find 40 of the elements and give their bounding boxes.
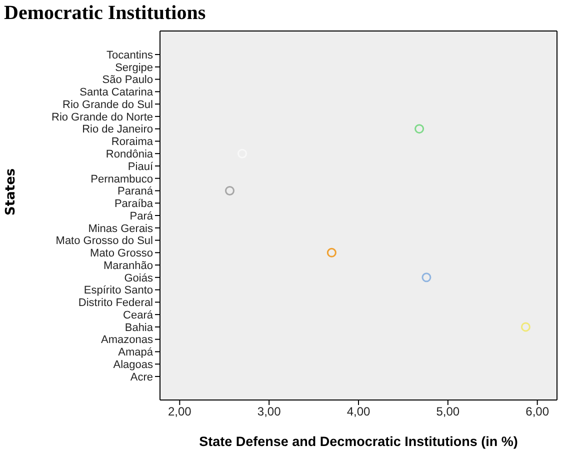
y-tick-label: Tocantins <box>106 49 154 62</box>
y-tick-label: Roraima <box>111 136 154 148</box>
y-tick-label: Paraíba <box>114 198 154 210</box>
y-tick-label: Minas Gerais <box>88 222 154 235</box>
y-tick-label: Distrito Federal <box>78 297 153 310</box>
y-tick-label: Rio de Janeiro <box>82 124 153 136</box>
y-tick-label: Maranhão <box>103 260 153 272</box>
y-tick-label: Piauí <box>128 160 154 173</box>
point <box>520 322 530 332</box>
chart-title: Democratic Institutions <box>3 1 207 26</box>
y-tick-label: Ceará <box>123 309 154 322</box>
x-axis-title: State Defense and Decmocratic Institutions (in %) <box>199 434 518 449</box>
y-tick-label: Mato Grosso <box>90 248 153 260</box>
x-tick-label: 6,00 <box>526 404 550 419</box>
y-tick-label: Rondônia <box>106 148 154 160</box>
y-tick-label: Rio Grande do Sul <box>62 98 153 111</box>
point <box>326 248 336 258</box>
y-tick-label: Bahia <box>124 322 154 334</box>
point <box>422 272 432 282</box>
y-tick-label: São Paulo <box>102 74 153 86</box>
y-tick-label: Amazonas <box>101 334 154 346</box>
y-tick-label: Alagoas <box>113 358 154 371</box>
y-tick-label: Rio Grande do Norte <box>52 111 153 124</box>
y-tick-label: Pará <box>130 210 154 222</box>
y-tick-label: Goiás <box>124 272 154 284</box>
y-tick-label: Santa Catarina <box>80 86 154 99</box>
x-tick-label: 3,00 <box>257 404 282 419</box>
y-tick-label: Paraná <box>118 186 154 198</box>
y-axis-title: States <box>4 168 19 216</box>
x-tick-label: 4,00 <box>346 404 370 419</box>
x-tick-label: 2,00 <box>168 404 192 419</box>
y-tick-label: Sergipe <box>115 62 153 74</box>
y-tick-label: Amapá <box>118 346 154 359</box>
point <box>224 186 234 196</box>
y-tick-label: Mato Grosso do Sul <box>56 235 153 248</box>
y-tick-label: Pernambuco <box>90 173 153 186</box>
y-tick-label: Espírito Santo <box>84 284 153 297</box>
y-tick-label: Acre <box>130 371 153 384</box>
point <box>414 124 424 134</box>
x-tick-label: 5,00 <box>436 404 460 419</box>
